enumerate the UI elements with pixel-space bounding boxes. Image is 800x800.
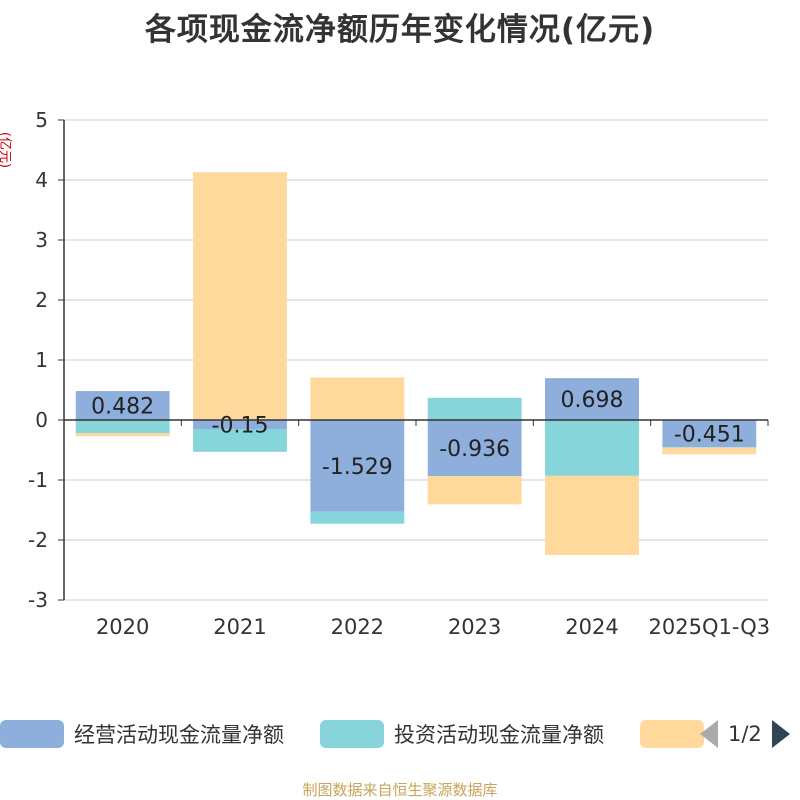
legend-pager: 1/2 [700, 716, 790, 752]
source-note: 制图数据来自恒生聚源数据库 [302, 781, 498, 799]
x-tick-label: 2020 [96, 615, 149, 639]
chart-title: 各项现金流净额历年变化情况(亿元) [144, 12, 656, 48]
bar-investing [427, 397, 522, 420]
bar-operating [545, 378, 639, 420]
data-label: -1.529 [322, 455, 393, 480]
data-label: 0.698 [561, 388, 624, 413]
bar-financing [662, 447, 757, 455]
x-tick-label: 2021 [213, 615, 266, 639]
y-tick-label: 5 [35, 108, 48, 132]
data-label: -0.936 [439, 437, 510, 462]
y-tick-label: -1 [28, 468, 48, 492]
bar-operating [193, 420, 287, 429]
legend-swatch-operating [0, 720, 64, 748]
y-tick-label: 0 [35, 408, 48, 432]
x-tick-label: 2023 [448, 615, 501, 639]
legend-item-operating[interactable]: 经营活动现金流量净额 [0, 716, 284, 752]
legend-swatch-financing [640, 720, 704, 748]
y-tick-label: -2 [28, 528, 48, 552]
bar-financing [75, 433, 170, 437]
y-tick-label: 1 [35, 348, 48, 372]
bar-financing [310, 377, 405, 420]
bar-operating [75, 391, 170, 420]
bar-investing [193, 429, 287, 452]
legend-item-investing[interactable]: 投资活动现金流量净额 [320, 716, 604, 752]
chart: 5 4 3 2 1 0 -1 -2 -3 0.482 -0.15 -1.529 -0.936 0.698 -… [28, 108, 771, 639]
bar-investing [75, 420, 170, 434]
pager-text: 1/2 [728, 722, 762, 746]
x-tick-label: 2024 [565, 615, 618, 639]
bar-operating [310, 420, 405, 512]
bar-investing [662, 447, 757, 448]
x-tick-label: 2022 [331, 615, 384, 639]
legend-item-financing[interactable] [640, 716, 704, 752]
y-tick-label: -3 [28, 588, 48, 612]
bar-operating [662, 420, 757, 448]
pager-next-icon[interactable] [771, 720, 790, 748]
bar-financing [193, 172, 287, 420]
y-tick-label: 2 [35, 288, 48, 312]
bar-financing [545, 475, 639, 555]
bar-financing [427, 476, 522, 505]
legend: 经营活动现金流量净额 投资活动现金流量净额 1/2 [0, 716, 800, 752]
bar-investing [310, 511, 405, 524]
data-label: 0.482 [91, 395, 154, 420]
bar-operating [427, 420, 522, 477]
bar-investing [545, 420, 639, 476]
y-tick-label: 4 [35, 168, 48, 192]
pager-prev-icon[interactable] [700, 720, 718, 748]
data-label: -0.451 [674, 423, 745, 448]
legend-label-operating: 经营活动现金流量净额 [74, 723, 284, 747]
data-label: -0.15 [212, 414, 269, 439]
legend-label-investing: 投资活动现金流量净额 [394, 723, 604, 747]
x-tick-label: 2025Q1-Q3 [649, 615, 771, 639]
legend-swatch-investing [320, 720, 384, 748]
y-tick-label: 3 [35, 228, 48, 252]
